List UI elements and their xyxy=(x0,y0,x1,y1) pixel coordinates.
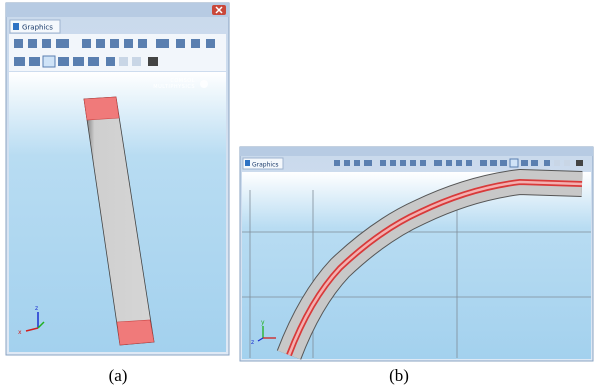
tool-button[interactable] xyxy=(14,57,25,66)
tool-button[interactable] xyxy=(148,57,158,66)
tool-button[interactable] xyxy=(531,160,538,166)
tool-button[interactable] xyxy=(354,160,360,166)
axis-label: z xyxy=(35,305,38,312)
tool-button-active[interactable] xyxy=(43,56,55,67)
tool-button[interactable] xyxy=(132,57,141,66)
tool-button[interactable] xyxy=(334,160,340,166)
tool-button[interactable] xyxy=(88,57,99,66)
tool-button[interactable] xyxy=(521,160,528,166)
tool-button[interactable] xyxy=(58,57,69,66)
panel-a: Graphics COMSOL xyxy=(6,3,229,355)
tool-button[interactable] xyxy=(500,160,507,166)
logo-line: MULTIPHYSICS xyxy=(153,84,195,90)
axis-label: y xyxy=(261,319,265,326)
tool-button[interactable] xyxy=(490,160,497,166)
tool-button[interactable] xyxy=(410,160,416,166)
tab-icon xyxy=(13,23,19,30)
tool-button[interactable] xyxy=(156,39,169,48)
figure: Graphics COMSOL xyxy=(0,0,594,387)
axis-label: x xyxy=(18,329,22,336)
tool-button[interactable] xyxy=(544,160,550,166)
tool-button[interactable] xyxy=(56,39,69,48)
tool-button[interactable] xyxy=(176,39,185,48)
tool-button[interactable] xyxy=(380,160,386,166)
tool-button[interactable] xyxy=(28,39,37,48)
tool-button[interactable] xyxy=(73,57,84,66)
tool-button[interactable] xyxy=(106,57,115,66)
caption: (a) xyxy=(109,366,128,385)
tool-button[interactable] xyxy=(456,160,462,166)
tool-button[interactable] xyxy=(446,160,452,166)
tool-button[interactable] xyxy=(119,57,128,66)
tool-button[interactable] xyxy=(96,39,105,48)
toolbar-icons xyxy=(334,159,583,167)
tool-button[interactable] xyxy=(466,160,472,166)
tool-button[interactable] xyxy=(480,160,487,166)
tool-button[interactable] xyxy=(206,39,215,48)
tool-button[interactable] xyxy=(191,39,200,48)
tool-button[interactable] xyxy=(14,39,23,48)
tool-button[interactable] xyxy=(110,39,119,48)
tool-button[interactable] xyxy=(124,39,133,48)
axis-label: z xyxy=(251,339,254,346)
tool-button[interactable] xyxy=(434,160,442,166)
logo-icon xyxy=(200,80,208,88)
bar-end-bottom xyxy=(117,320,154,345)
tab-label: Graphics xyxy=(22,24,53,32)
tool-button[interactable] xyxy=(82,39,91,48)
bar-end-top xyxy=(84,97,119,120)
tool-button[interactable] xyxy=(554,160,560,166)
title-bar xyxy=(6,3,229,17)
title-bar xyxy=(240,147,593,156)
tool-button[interactable] xyxy=(400,160,406,166)
tool-button[interactable] xyxy=(42,39,51,48)
tool-button[interactable] xyxy=(576,160,583,166)
tab-icon xyxy=(245,160,250,166)
tab-label: Graphics xyxy=(252,162,279,169)
tool-button[interactable] xyxy=(390,160,396,166)
tool-button[interactable] xyxy=(364,160,372,166)
tool-button[interactable] xyxy=(29,57,40,66)
panel-b: Graphics xyxy=(240,147,593,361)
tool-button[interactable] xyxy=(138,39,147,48)
tool-button[interactable] xyxy=(420,160,426,166)
tool-button[interactable] xyxy=(564,160,570,166)
caption: (b) xyxy=(389,366,409,385)
tool-button[interactable] xyxy=(344,160,350,166)
tool-button-active[interactable] xyxy=(510,159,518,167)
